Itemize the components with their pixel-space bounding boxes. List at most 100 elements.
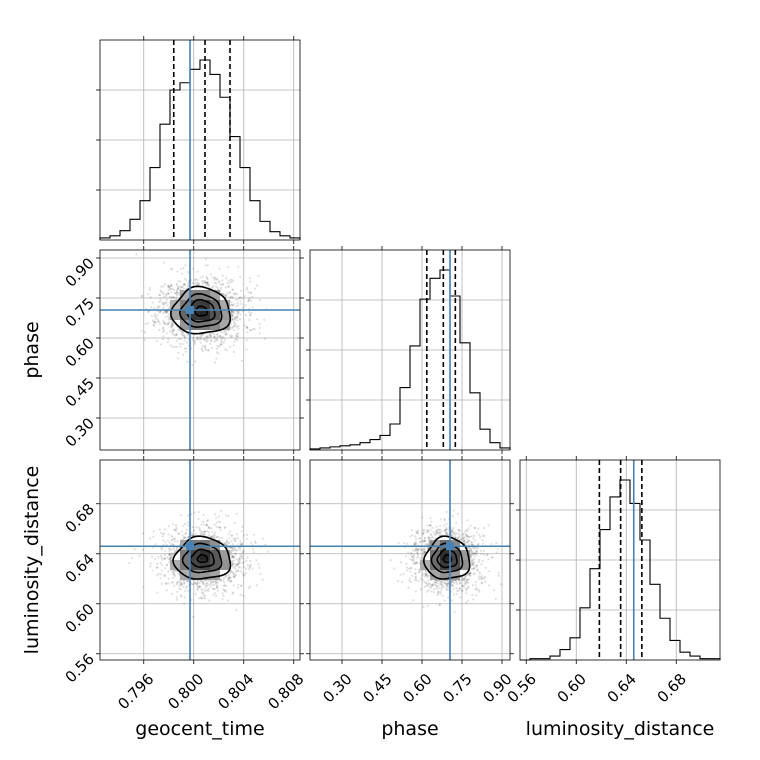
sample-point [167, 318, 170, 321]
sample-point [216, 277, 219, 280]
sample-point [206, 584, 209, 588]
sample-point [173, 573, 176, 577]
sample-point [179, 579, 182, 582]
sample-point [459, 582, 462, 585]
sample-point [411, 534, 414, 537]
sample-point [219, 335, 222, 338]
sample-point [239, 584, 242, 587]
sample-point [162, 285, 165, 288]
sample-point [431, 526, 434, 529]
sample-point [427, 536, 430, 539]
sample-point [177, 532, 180, 535]
sample-point [213, 276, 216, 279]
sample-point [175, 284, 178, 287]
sample-point [177, 328, 180, 331]
sample-point [215, 525, 218, 528]
sample-point [168, 549, 171, 553]
sample-point [248, 311, 251, 314]
sample-point [464, 530, 467, 533]
sample-point [203, 533, 207, 536]
sample-point [411, 574, 414, 577]
sample-point [165, 563, 168, 567]
sample-point [451, 534, 454, 537]
sample-point [436, 593, 439, 597]
sample-point [433, 591, 436, 594]
sample-point [241, 562, 244, 565]
sample-point [222, 331, 225, 334]
sample-point [171, 268, 174, 271]
sample-point [201, 589, 204, 592]
sample-point [408, 558, 411, 561]
sample-point [195, 336, 199, 339]
sample-point [173, 540, 176, 543]
sample-point [459, 581, 462, 585]
sample-point [446, 585, 449, 588]
sample-point [238, 318, 242, 321]
sample-point [473, 552, 476, 556]
sample-point [200, 279, 203, 282]
sample-point [464, 580, 467, 583]
sample-point [171, 555, 174, 559]
sample-point [437, 591, 440, 594]
sample-point [245, 288, 248, 291]
sample-point [457, 528, 460, 532]
sample-point [474, 539, 477, 542]
sample-point [416, 561, 419, 564]
sample-point [250, 299, 253, 302]
sample-point [164, 311, 167, 314]
sample-point [443, 519, 446, 522]
sample-point [242, 306, 245, 309]
sample-point [233, 575, 236, 579]
sample-point [170, 322, 173, 325]
sample-point [266, 550, 269, 553]
sample-point [230, 549, 234, 552]
histogram-bin [650, 584, 660, 660]
histogram-bin [420, 299, 430, 450]
sample-point [231, 562, 234, 565]
sample-point [227, 541, 230, 544]
sample-point [456, 589, 459, 593]
sample-point [236, 537, 239, 540]
sample-point [170, 325, 173, 328]
sample-point [419, 577, 422, 580]
sample-point [243, 295, 246, 298]
sample-point [224, 575, 227, 578]
sample-point [171, 542, 174, 546]
sample-point [233, 340, 236, 343]
sample-point [454, 536, 457, 539]
sample-point [469, 571, 472, 574]
sample-point [157, 318, 160, 321]
sample-point [435, 585, 438, 589]
sample-point [467, 527, 470, 530]
sample-point [191, 339, 194, 342]
sample-point [466, 585, 470, 588]
sample-point [240, 359, 243, 362]
sample-point [439, 518, 442, 521]
sample-point [151, 301, 154, 304]
sample-point [241, 542, 244, 545]
sample-point [147, 310, 150, 313]
sample-point [231, 315, 234, 318]
sample-point [225, 590, 228, 593]
sample-point [224, 333, 227, 336]
sample-point [227, 329, 230, 332]
panel-frame [99, 39, 301, 241]
sample-point [482, 577, 486, 580]
sample-point [223, 338, 226, 341]
sample-point [436, 532, 439, 535]
x-tick-label: 0.808 [264, 670, 307, 713]
sample-point [169, 556, 172, 559]
sample-point [220, 286, 223, 289]
sample-point [469, 574, 472, 577]
sample-point [203, 530, 207, 533]
sample-point [471, 564, 474, 567]
sample-point [172, 296, 175, 299]
sample-point [466, 578, 469, 581]
sample-point [195, 338, 198, 341]
sample-point [241, 557, 244, 560]
histogram-bin [670, 640, 680, 660]
sample-point [497, 574, 500, 577]
sample-point [471, 562, 474, 565]
sample-point [163, 528, 166, 531]
sample-point [231, 314, 234, 317]
